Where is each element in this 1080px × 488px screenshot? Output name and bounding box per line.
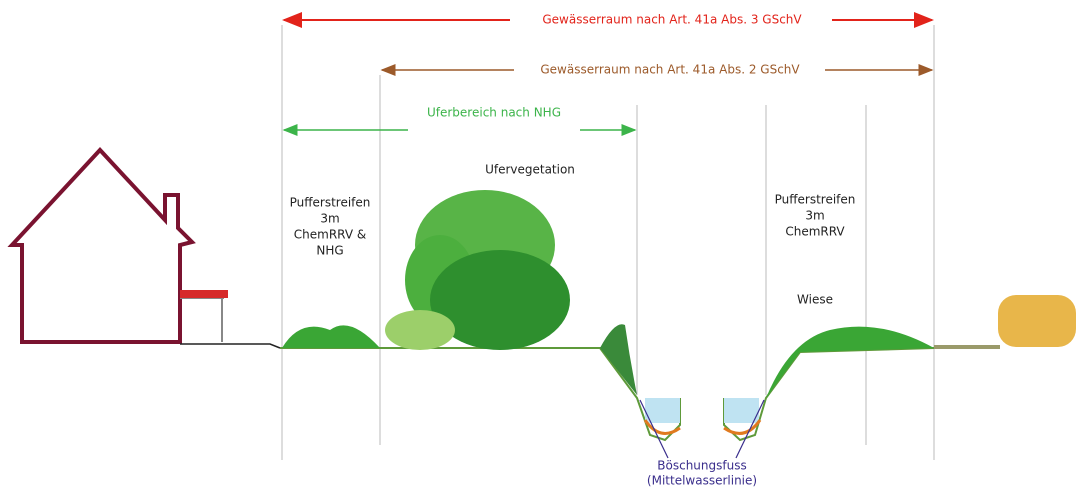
ground — [280, 347, 935, 442]
arrow-brown: Gewässerraum nach Art. 41a Abs. 2 GSchV — [380, 63, 934, 77]
label: ChemRRV & — [294, 228, 366, 242]
pointers — [639, 399, 765, 459]
guide-lines — [281, 25, 935, 460]
label: NHG — [316, 244, 343, 258]
label: Wiese — [797, 293, 833, 307]
water — [724, 398, 759, 423]
label: 3m — [805, 209, 824, 223]
label: Pufferstreifen — [775, 193, 856, 207]
arrow-label: Uferbereich nach NHG — [427, 106, 561, 120]
arrow-green: Uferbereich nach NHG — [282, 106, 637, 136]
arrow-label: Gewässerraum nach Art. 41a Abs. 3 GSchV — [542, 13, 802, 27]
house — [7, 147, 224, 344]
label: (Mittelwasserlinie) — [647, 474, 757, 488]
awning — [180, 290, 228, 298]
label: ChemRRV — [785, 225, 845, 239]
label: Böschungsfuss — [657, 459, 746, 473]
bed — [643, 419, 762, 435]
label: Ufervegetation — [485, 163, 575, 177]
arrow-label: Gewässerraum nach Art. 41a Abs. 2 GSchV — [540, 63, 800, 77]
arrow-red: Gewässerraum nach Art. 41a Abs. 3 GSchV — [282, 12, 934, 28]
water — [645, 398, 680, 423]
label: 3m — [320, 212, 339, 226]
label: Pufferstreifen — [290, 196, 371, 210]
labels: Pufferstreifen 3m ChemRRV & NHG Ufervege… — [290, 163, 856, 488]
path — [180, 343, 281, 349]
vegetation — [282, 190, 1076, 398]
